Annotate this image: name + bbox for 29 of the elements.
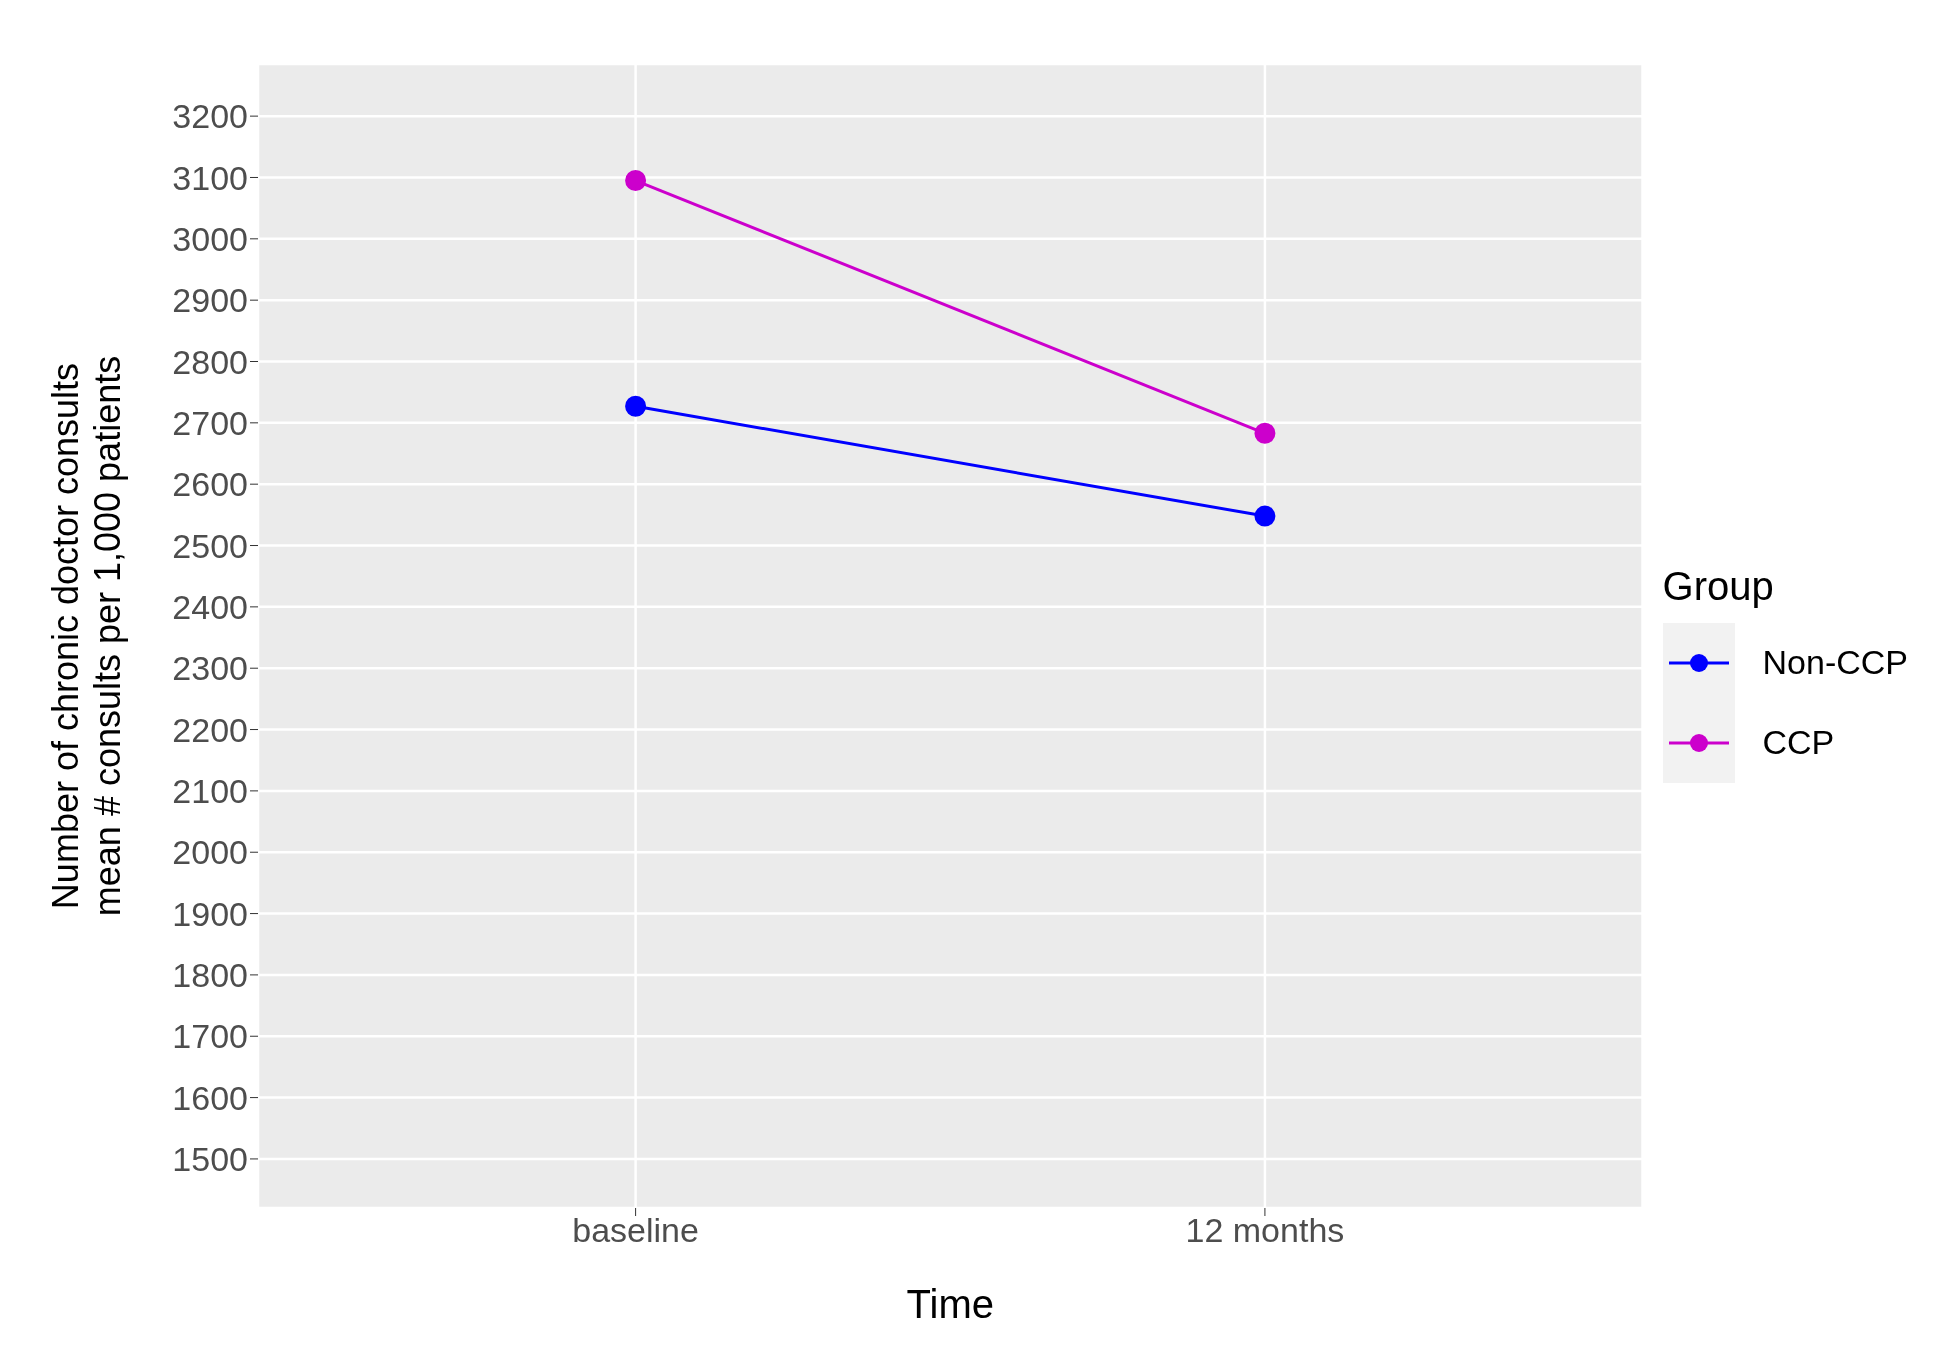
y-tick-label: 2500 xyxy=(172,526,248,565)
y-tick-label: 3000 xyxy=(172,219,248,258)
y-tick-label: 2600 xyxy=(172,465,248,504)
y-tick-label: 2000 xyxy=(172,833,248,872)
point xyxy=(625,395,647,417)
y-tick-label: 2100 xyxy=(172,771,248,810)
point xyxy=(1254,422,1276,444)
y-axis-title: Number of chronic doctor consults mean # consults per 1,000 patients xyxy=(45,355,128,917)
y-tick-label: 2900 xyxy=(172,281,248,320)
y-tick-label: 2200 xyxy=(172,710,248,749)
y-tick-label: 2700 xyxy=(172,403,248,442)
y-tick-label: 2300 xyxy=(172,649,248,688)
x-tick-label: 12 months xyxy=(1185,1211,1345,1250)
legend-label: CCP xyxy=(1762,723,1835,762)
y-tick-label: 1500 xyxy=(172,1140,248,1178)
y-tick-label: 1800 xyxy=(172,955,248,994)
x-axis-title: Time xyxy=(906,1282,994,1326)
y-tick-label: 3100 xyxy=(172,158,248,197)
y-tick-label: 1700 xyxy=(172,1017,248,1056)
y-tick-label: 3200 xyxy=(172,97,248,136)
y-tick-label: 2800 xyxy=(172,342,248,381)
legend-title: Group xyxy=(1662,563,1775,609)
point xyxy=(625,170,647,192)
point xyxy=(1254,505,1276,527)
legend-label: Non-CCP xyxy=(1762,643,1908,682)
y-tick-label: 1600 xyxy=(172,1078,248,1117)
y-tick-label: 1900 xyxy=(172,894,248,933)
x-tick-label: baseline xyxy=(572,1211,699,1250)
y-tick-label: 2400 xyxy=(172,587,248,626)
